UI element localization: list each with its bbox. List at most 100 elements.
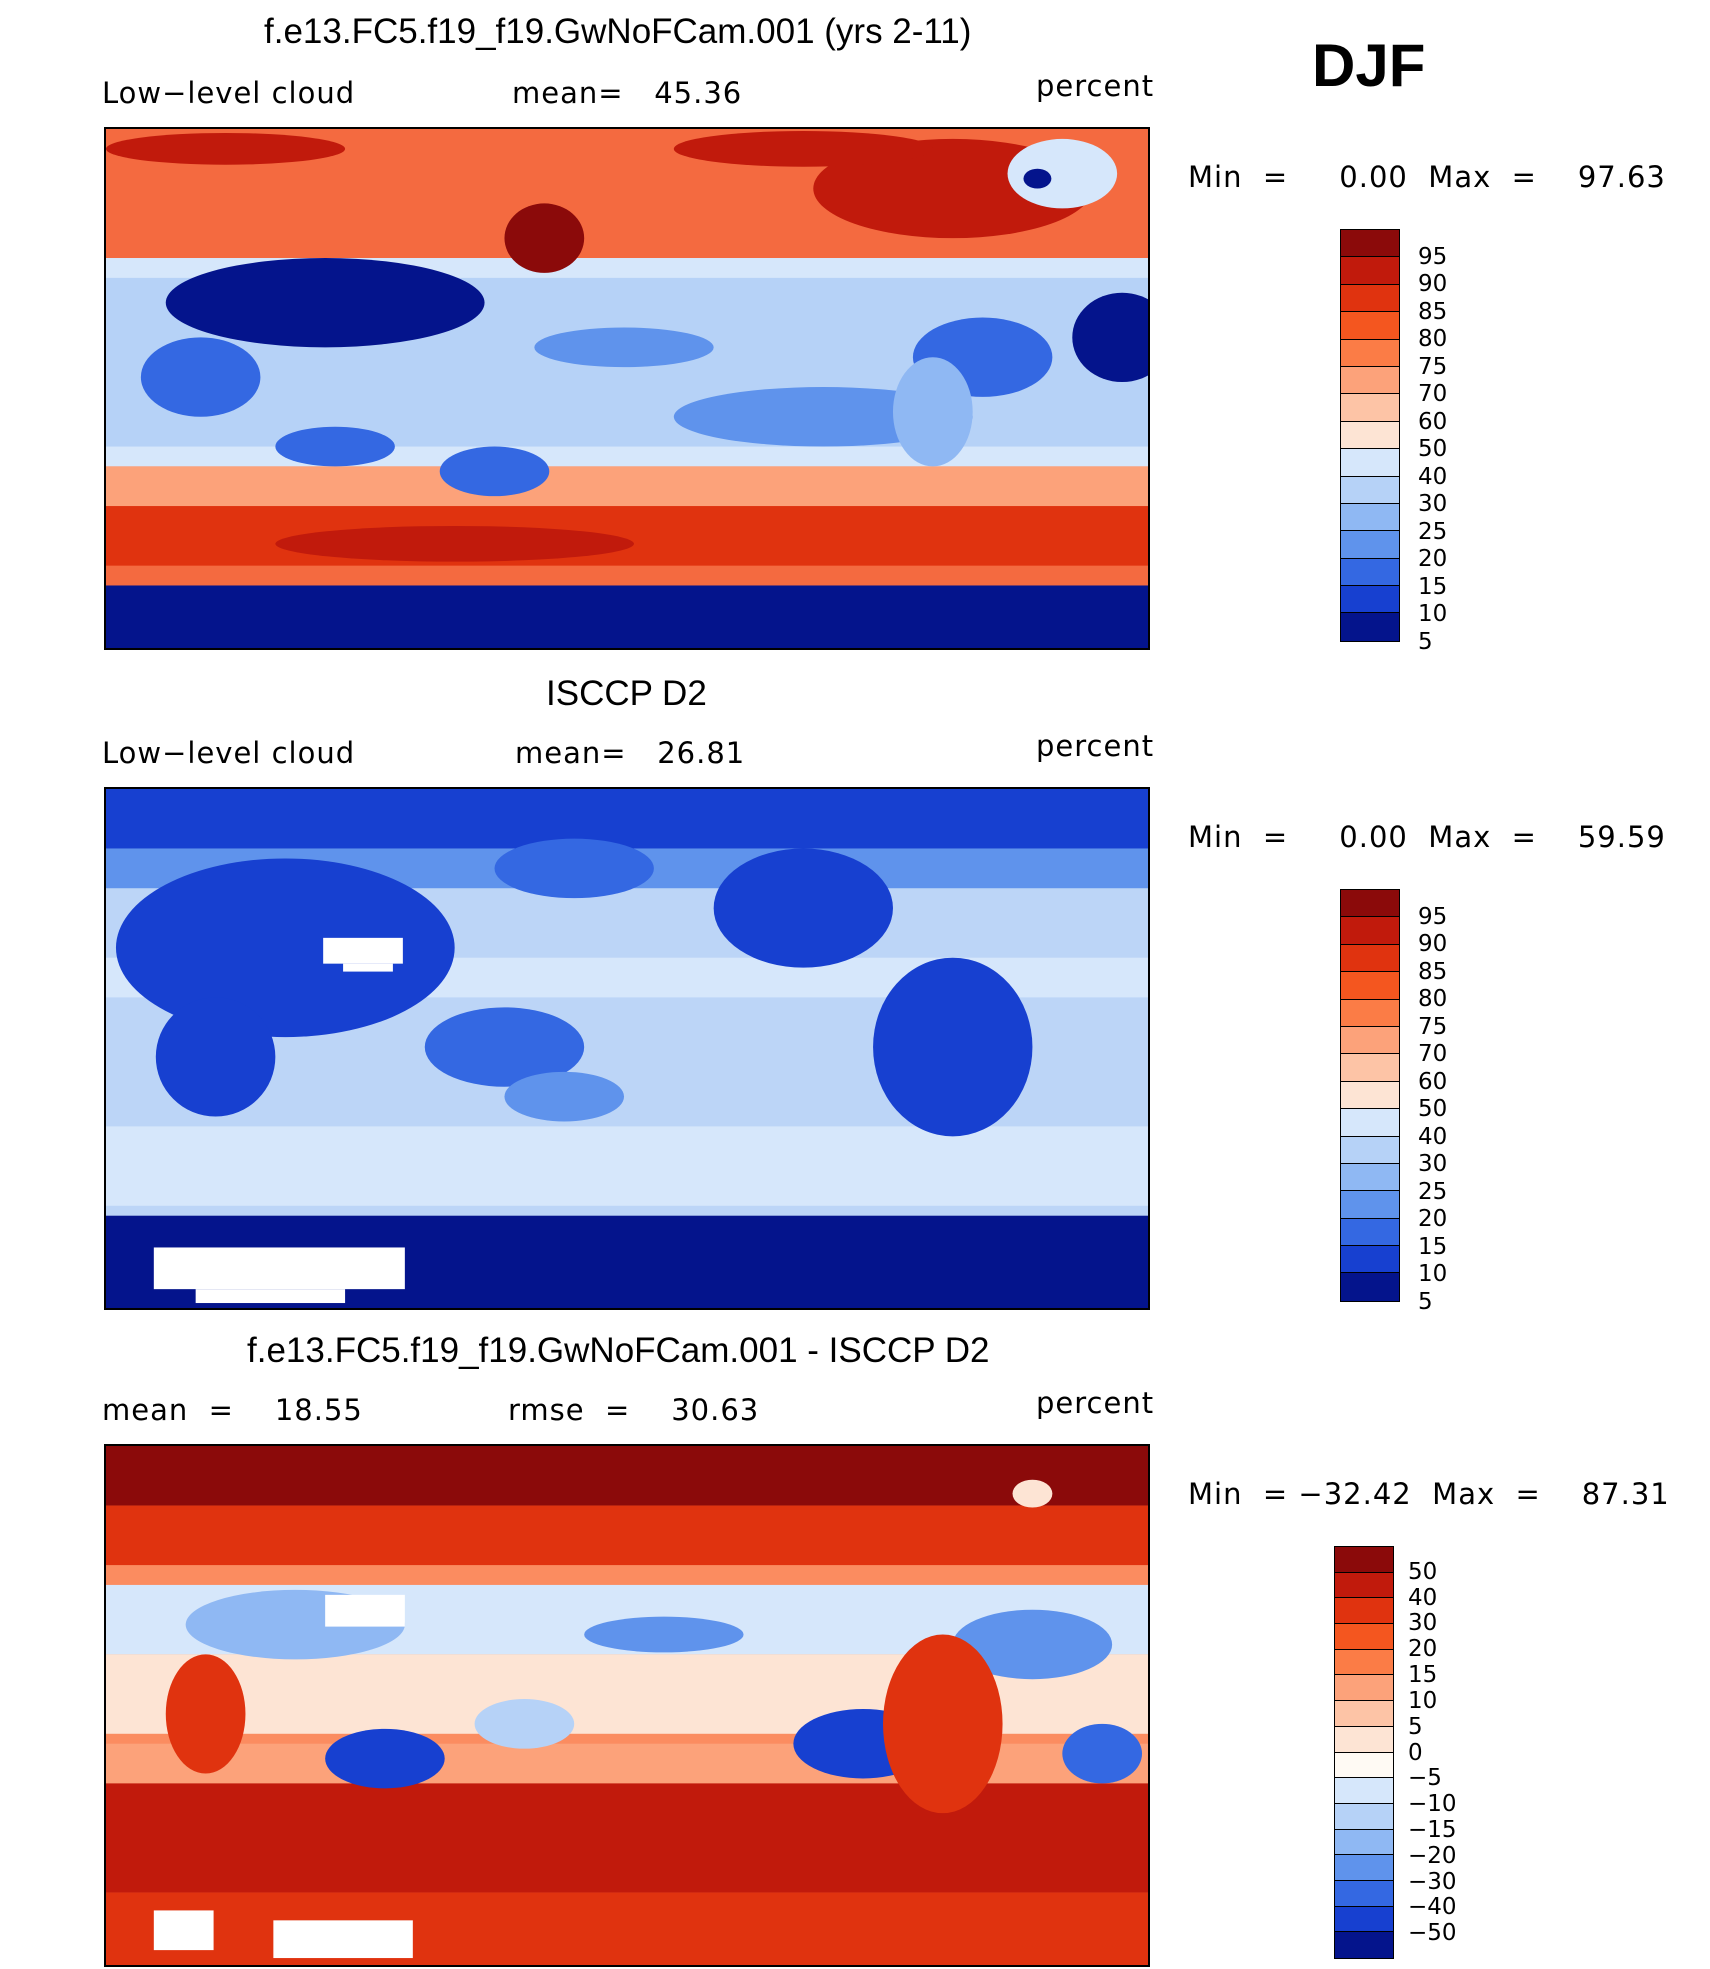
colorbar-swatch — [1341, 230, 1399, 258]
colorbar-swatch — [1335, 1932, 1393, 1958]
colorbar-tick-label: 50 — [1418, 1096, 1448, 1123]
colorbar-swatch — [1341, 890, 1399, 918]
colorbar-tick-label: −40 — [1408, 1894, 1457, 1921]
colorbar-tick-label: 50 — [1418, 436, 1448, 463]
variable-label: Low−level cloud — [102, 736, 356, 770]
panel-title: ISCCP D2 — [546, 674, 707, 713]
colorbar-tick-label: 70 — [1418, 1041, 1448, 1068]
colorbar-swatch — [1341, 366, 1399, 395]
colorbar-swatch — [1341, 257, 1399, 285]
colorbar-swatch — [1335, 1855, 1393, 1881]
colorbar-tick-label: 30 — [1418, 491, 1448, 518]
colorbar-swatch — [1335, 1752, 1393, 1779]
colorbar-swatch — [1341, 1109, 1399, 1137]
colorbar-tick-label: −20 — [1408, 1842, 1457, 1869]
colorbar-swatch — [1341, 503, 1399, 532]
colorbar-swatch — [1335, 1778, 1393, 1804]
colorbar-swatch — [1341, 558, 1399, 587]
colorbar-tick-label: 25 — [1418, 518, 1448, 545]
colorbar-tick-label: 10 — [1418, 1261, 1448, 1288]
colorbar-swatch — [1341, 1054, 1399, 1082]
colorbar-tick-label: 30 — [1408, 1610, 1438, 1637]
colorbar-swatch — [1341, 394, 1399, 422]
colorbar-tick-label: 5 — [1408, 1713, 1423, 1740]
colorbar-tick-label: 40 — [1418, 1123, 1448, 1150]
colorbar-tick-label: 5 — [1418, 629, 1433, 655]
units-label: percent — [1036, 1386, 1155, 1420]
panel-title: f.e13.FC5.f19_f19.GwNoFCam.001 (yrs 2-11… — [264, 12, 972, 51]
colorbar-tick-label: 95 — [1418, 903, 1448, 930]
colorbar-swatch — [1341, 999, 1399, 1027]
colorbar-tick-label: 15 — [1408, 1662, 1438, 1689]
colorbar-swatch — [1335, 1829, 1393, 1856]
colorbar-tick-label: 15 — [1418, 573, 1448, 600]
colorbar-swatch — [1341, 1136, 1399, 1164]
colorbar-swatch — [1341, 449, 1399, 477]
mean-label: mean= 45.36 — [512, 76, 743, 110]
colorbar-swatch — [1341, 1218, 1399, 1247]
mean-label: mean= 26.81 — [515, 736, 746, 770]
colorbar-swatch — [1341, 1081, 1399, 1110]
colorbar-swatch — [1341, 944, 1399, 973]
colorbar-tick-label: 40 — [1408, 1584, 1438, 1611]
colorbar-swatch — [1341, 1163, 1399, 1192]
colorbar-tick-label: 30 — [1418, 1151, 1448, 1178]
colorbar-tick-label: −15 — [1408, 1816, 1457, 1843]
units-label: percent — [1036, 69, 1155, 103]
colorbar — [1334, 1546, 1394, 1959]
colorbar-swatch — [1341, 339, 1399, 367]
colorbar-swatch — [1335, 1547, 1393, 1573]
colorbar-tick-label: 95 — [1418, 243, 1448, 270]
colorbar-tick-label: 0 — [1408, 1739, 1423, 1766]
colorbar-tick-label: 60 — [1418, 408, 1448, 435]
colorbar-swatch — [1335, 1624, 1393, 1650]
colorbar-swatch — [1335, 1803, 1393, 1830]
units-label: percent — [1036, 729, 1155, 763]
colorbar-tick-label: 5 — [1418, 1289, 1433, 1315]
colorbar-swatch — [1341, 312, 1399, 340]
colorbar-tick-label: 85 — [1418, 298, 1448, 325]
colorbar-swatch — [1335, 1906, 1393, 1933]
mean-label: mean = 18.55 — [102, 1393, 363, 1427]
colorbar-tick-label: −10 — [1408, 1791, 1457, 1818]
min-max-label: Min = 0.00 Max = 59.59 — [1188, 820, 1666, 854]
panel-title: f.e13.FC5.f19_f19.GwNoFCam.001 - ISCCP D… — [247, 1331, 990, 1370]
colorbar-tick-label: 25 — [1418, 1178, 1448, 1205]
colorbar-tick-label: −30 — [1408, 1868, 1457, 1895]
colorbar-tick-label: −5 — [1408, 1765, 1442, 1792]
colorbar-swatch — [1341, 917, 1399, 945]
rmse-label: rmse = 30.63 — [508, 1393, 760, 1427]
colorbar-swatch — [1341, 586, 1399, 614]
map-observation — [104, 787, 1150, 1310]
colorbar — [1340, 229, 1400, 642]
colorbar-swatch — [1335, 1675, 1393, 1702]
colorbar-tick-label: 10 — [1418, 601, 1448, 628]
colorbar-swatch — [1341, 1273, 1399, 1301]
colorbar-tick-label: 75 — [1418, 353, 1448, 380]
colorbar-swatch — [1341, 972, 1399, 1000]
colorbar-tick-label: 20 — [1408, 1636, 1438, 1663]
colorbar-swatch — [1335, 1649, 1393, 1676]
colorbar-swatch — [1341, 476, 1399, 504]
colorbar — [1340, 889, 1400, 1302]
colorbar-tick-label: 15 — [1418, 1233, 1448, 1260]
colorbar-swatch — [1335, 1880, 1393, 1907]
map-observation-svg — [106, 789, 1148, 1308]
season-label: DJF — [1312, 32, 1426, 99]
colorbar-swatch — [1335, 1572, 1393, 1599]
colorbar-swatch — [1335, 1726, 1393, 1753]
colorbar-swatch — [1341, 284, 1399, 313]
colorbar-tick-label: 75 — [1418, 1013, 1448, 1040]
variable-label: Low−level cloud — [102, 76, 356, 110]
colorbar-tick-label: 40 — [1418, 463, 1448, 490]
min-max-label: Min = 0.00 Max = 97.63 — [1188, 160, 1666, 194]
map-difference-svg — [106, 1446, 1148, 1965]
colorbar-tick-label: 70 — [1418, 381, 1448, 408]
colorbar-tick-label: 90 — [1418, 271, 1448, 298]
min-max-label: Min = −32.42 Max = 87.31 — [1188, 1477, 1670, 1511]
colorbar-tick-label: −50 — [1408, 1920, 1457, 1947]
colorbar-tick-label: 20 — [1418, 546, 1448, 573]
colorbar-tick-label: 10 — [1408, 1687, 1438, 1714]
colorbar-tick-label: 85 — [1418, 958, 1448, 985]
map-difference — [104, 1444, 1150, 1967]
